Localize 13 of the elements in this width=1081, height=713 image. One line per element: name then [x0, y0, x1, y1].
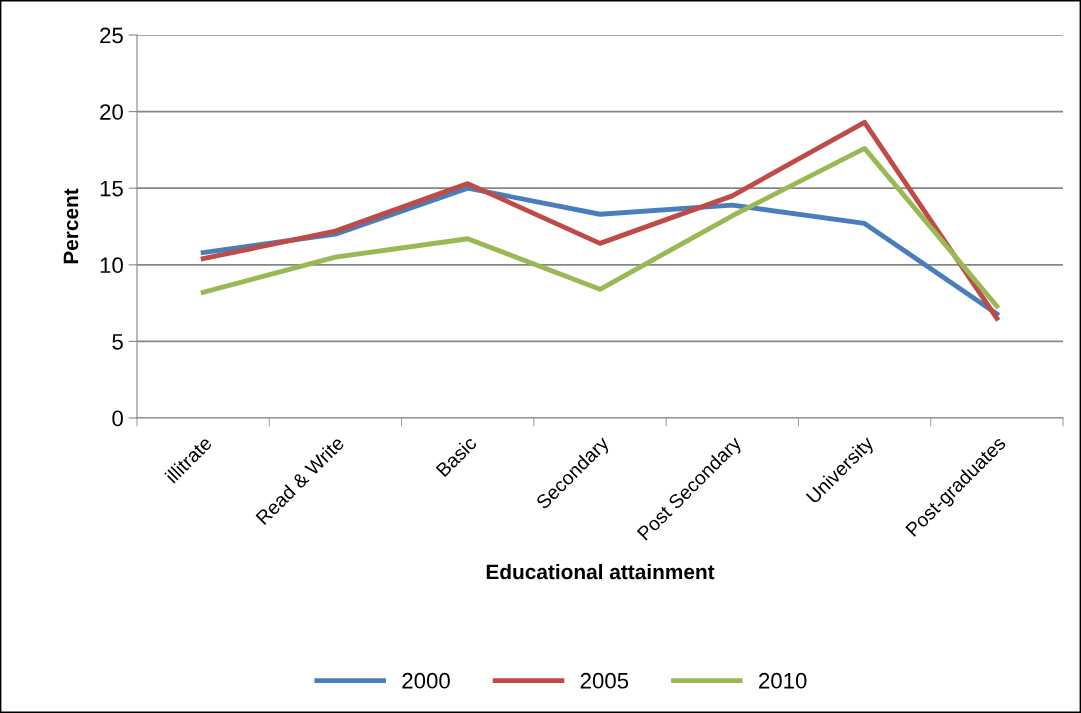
line-series [200, 119, 1000, 321]
line-series [200, 145, 1000, 309]
x-axis-title: Educational attainment [486, 563, 715, 580]
y-tick-label: 15 [100, 180, 123, 197]
y-tick-label: 0 [112, 410, 123, 427]
y-tick-label: 25 [100, 27, 123, 44]
legend-label: 2000 [402, 672, 450, 689]
legend-label: 2005 [580, 672, 629, 689]
y-tick-label: 20 [100, 104, 123, 120]
legend-label: 2010 [759, 672, 807, 689]
y-axis-title: Percent [63, 188, 79, 264]
y-tick-label: 10 [100, 257, 123, 274]
y-tick-label: 5 [112, 334, 123, 350]
